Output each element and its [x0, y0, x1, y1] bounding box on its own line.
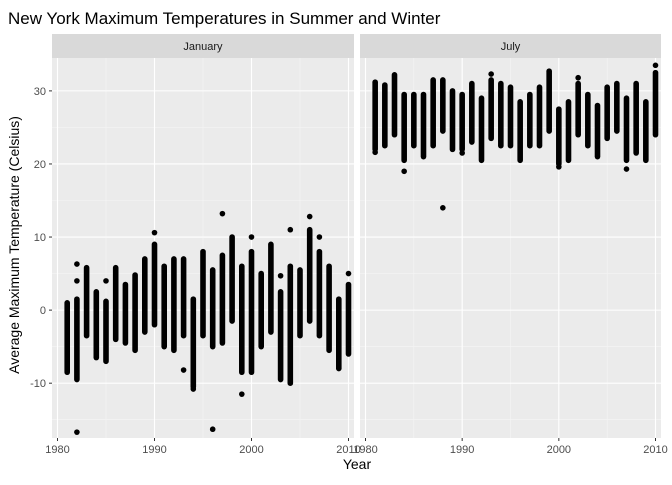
data-point: [459, 150, 465, 156]
data-point: [278, 273, 284, 279]
data-point: [249, 234, 255, 240]
data-point: [401, 168, 407, 174]
data-point: [624, 166, 630, 172]
data-point: [191, 386, 197, 392]
y-tick-label: 30: [34, 86, 46, 98]
y-axis-label: Average Maximum Temperature (Celsius): [6, 116, 22, 374]
data-point: [220, 211, 226, 217]
x-tick-label: 2000: [239, 444, 263, 456]
data-point: [307, 214, 313, 220]
data-point: [239, 391, 245, 397]
data-point: [74, 278, 80, 284]
data-point: [372, 149, 378, 155]
x-axis-label: Year: [343, 456, 372, 472]
x-tick-label: 2000: [547, 444, 571, 456]
x-tick-label: 1980: [353, 444, 377, 456]
data-point: [74, 429, 80, 435]
chart-title: New York Maximum Temperatures in Summer …: [8, 9, 441, 28]
panel-july: July 1980 1990 2000 2010: [353, 34, 667, 456]
data-point: [152, 230, 158, 236]
y-tick-label: 20: [34, 159, 46, 171]
x-tick-label: 1980: [45, 444, 69, 456]
data-point: [346, 271, 352, 277]
y-tick-label: -10: [30, 378, 46, 390]
data-point: [653, 63, 659, 69]
x-tick-label: 2010: [643, 444, 667, 456]
facet-strip-label: January: [183, 41, 223, 53]
x-tick-label: 1990: [142, 444, 166, 456]
data-point: [317, 234, 323, 240]
data-point: [181, 367, 187, 373]
data-point: [74, 261, 80, 267]
data-point: [103, 278, 109, 284]
y-tick-label: 10: [34, 232, 46, 244]
data-point: [488, 71, 494, 77]
data-point: [556, 164, 562, 170]
data-point: [210, 426, 216, 432]
data-point: [440, 205, 446, 211]
data-point: [575, 75, 581, 81]
x-tick-label: 1990: [450, 444, 474, 456]
facet-strip-label: July: [501, 41, 521, 53]
y-tick-label: 0: [40, 305, 46, 317]
facet-panels: January 1980 1990 2000 2010 -10 0 10 20 30 July 198…: [30, 34, 668, 456]
data-point: [288, 227, 294, 233]
